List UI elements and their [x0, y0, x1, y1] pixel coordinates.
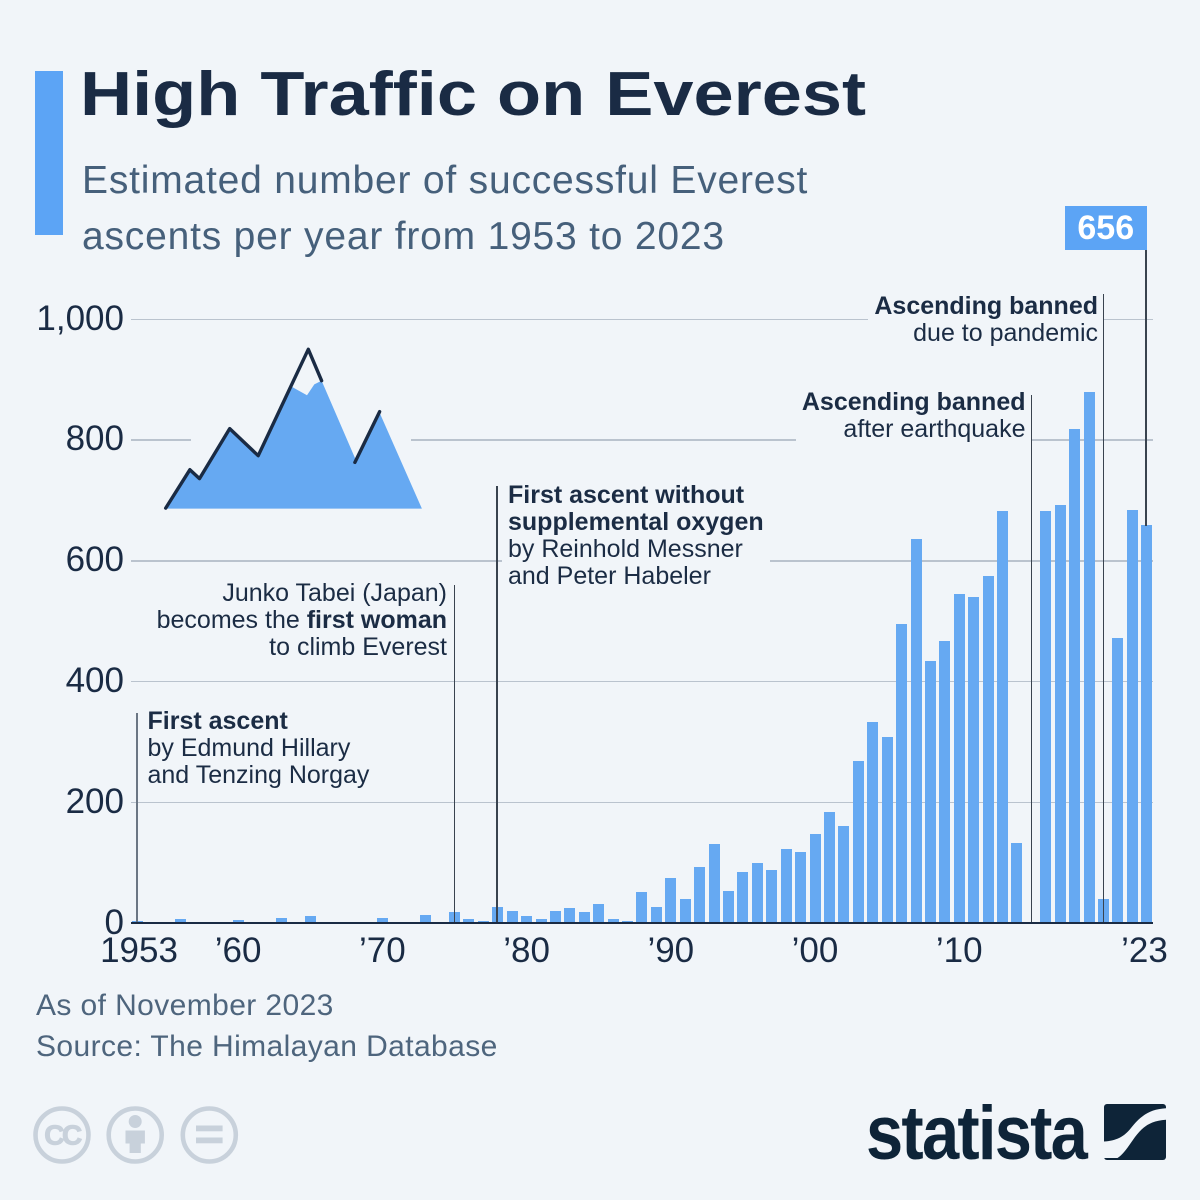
svg-text:CC: CC — [44, 1120, 82, 1151]
